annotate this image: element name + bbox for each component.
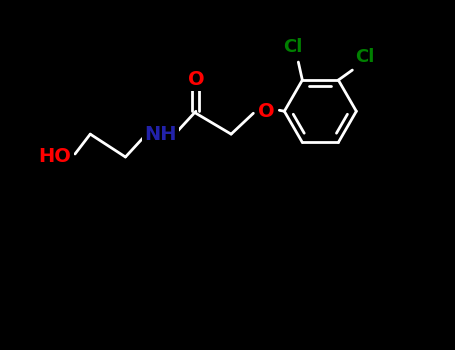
Text: Cl: Cl [354, 48, 374, 66]
Text: Cl: Cl [283, 38, 302, 56]
Text: NH: NH [144, 125, 177, 144]
Text: O: O [187, 70, 204, 89]
Text: O: O [258, 102, 275, 121]
Text: HO: HO [39, 147, 71, 167]
